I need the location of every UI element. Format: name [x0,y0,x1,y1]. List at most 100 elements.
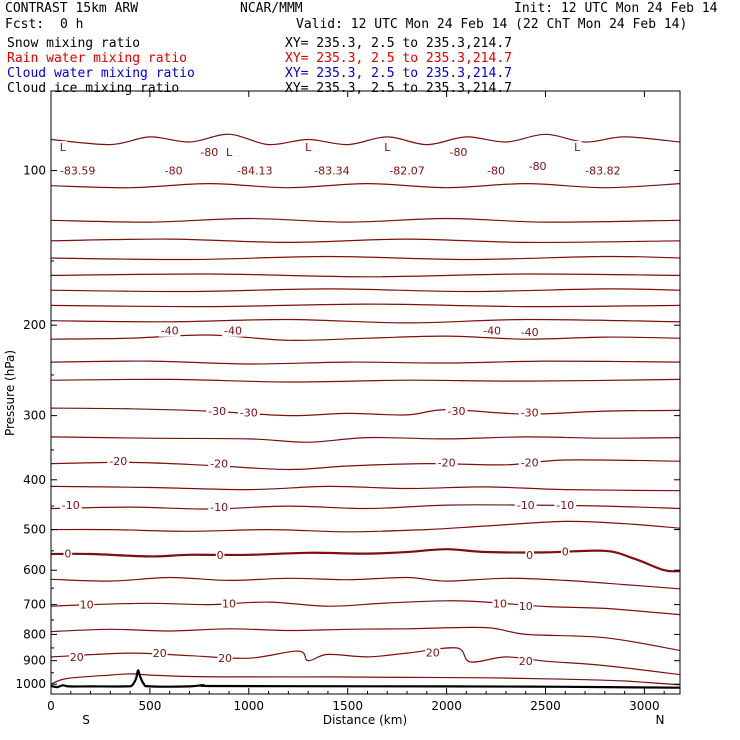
contour-label-bg [158,324,181,337]
contour-label-bg [208,501,231,514]
isotherm-line-m20 [51,459,680,471]
contour-label: -10 [556,499,574,512]
y-axis-label: Pressure (hPa) [3,350,17,436]
contour-label-bg [69,650,85,663]
contour-label-bg [206,405,229,418]
isotherm-line-0 [51,548,680,573]
contour-label: -30 [521,407,539,420]
isotherm-line-m72 [51,238,680,244]
contour-label-bg [526,160,549,173]
contour-label: -83.59 [60,165,95,178]
field-name-cloud-water: Cloud water mixing ratio [7,66,195,81]
contour-label-bg [447,145,470,158]
contour-label-bg [435,456,458,469]
contour-label-bg [518,406,541,419]
x-end-label-north: N [656,713,665,727]
contour-label: 10 [80,599,94,612]
contour-label: -10 [517,499,535,512]
contour-label: -30 [448,405,466,418]
contour-label-bg [518,600,534,613]
contour-label-bg [425,646,441,659]
contour-label: 0 [64,548,71,561]
contour-label-bg [224,145,234,158]
x-tick-label-1500: 1500 [332,699,363,713]
contour-label-bg [518,456,541,469]
contour-label: -83.82 [585,165,620,178]
field-name-cloud-ice: Cloud ice mixing ratio [7,81,179,96]
field-xy-cloud-water: XY= 235.3, 2.5 to 235.3,214.7 [285,66,512,81]
contour-label: 20 [218,652,232,665]
model-title: CONTRAST 15km ARW [5,1,138,16]
contour-label-bg [79,598,95,611]
plot-frame [50,90,681,695]
contour-label: -80 [487,165,505,178]
contour-label-bg [303,141,313,154]
contour-label: -20 [210,458,228,471]
init-time: Init: 12 UTC Mon 24 Feb 14 [514,1,718,16]
contour-label: L [305,141,312,154]
contour-label: 10 [222,598,236,611]
contour-label-bg [518,325,541,338]
contour-label-bg [525,548,534,561]
isotherm-line-5 [51,576,680,590]
contour-label-bg [485,164,507,177]
isotherm-line-m60 [51,288,680,293]
contour-label: L [384,141,391,154]
terrain-line [51,669,680,689]
isotherm-line-25 [51,673,680,686]
contour-label-bg [56,164,99,177]
contour-label: 20 [519,655,533,668]
contour-label-bg [382,141,392,154]
contour-label: L [574,141,581,154]
contour-label: -40 [521,326,539,339]
x-tick-label-1000: 1000 [234,699,265,713]
contour-label-bg [237,406,260,419]
x-tick-label-500: 500 [138,699,161,713]
contour-label: 10 [519,600,533,613]
contour-label: -10 [62,499,80,512]
isotherm-line-m10 [51,504,680,510]
y-tick-label-900: 900 [23,654,46,668]
contour-label: -30 [240,407,258,420]
contour-label-bg [58,141,68,154]
isotherm-line-m40 [51,334,680,341]
contour-label: L [60,141,67,154]
contour-label: -40 [224,325,242,338]
contour-label: -20 [521,456,539,469]
contour-label-bg [582,164,624,177]
isotherm-line-15 [51,626,680,652]
field-xy-cloud-ice: XY= 235.3, 2.5 to 235.3,214.7 [285,81,512,96]
x-end-label-south: S [82,713,90,727]
isotherm-line-m64 [51,273,680,278]
contour-label-bg [492,597,508,610]
isotherm-line-m80 [51,133,680,146]
isotherm-line-m82 [51,182,680,189]
contour-label-bg [59,499,82,512]
y-tick-label-1000: 1000 [15,677,46,691]
contour-label: -40 [161,325,179,338]
contour-label: -10 [210,501,228,514]
contour-label-bg [107,455,130,468]
contour-label-bg [386,164,428,177]
contour-label: 0 [562,546,569,559]
y-tick-label-200: 200 [23,318,46,332]
isotherm-line-m36 [51,360,680,365]
field-xy-snow: XY= 235.3, 2.5 to 235.3,214.7 [285,36,512,51]
x-tick-label-0: 0 [47,699,55,713]
x-axis-label: Distance (km) [323,713,407,727]
contour-label: 0 [526,549,533,562]
contour-label: 20 [70,651,84,664]
contour-label: -80 [165,165,183,178]
x-tick-label-2500: 2500 [530,699,561,713]
contour-label: -20 [438,456,456,469]
isotherm-line-m50 [51,318,680,324]
contour-label-bg [518,655,534,668]
x-tick-label-2000: 2000 [431,699,462,713]
isotherm-line-20 [51,647,680,676]
contour-label: 20 [153,647,167,660]
contour-label-bg [63,547,73,560]
isotherm-line-m56 [51,303,680,308]
contour-group: L-83.59 -80-80 L-84.13L-83.34L-82.07-80-80… [51,133,680,689]
isotherm-line-m30 [51,407,680,417]
